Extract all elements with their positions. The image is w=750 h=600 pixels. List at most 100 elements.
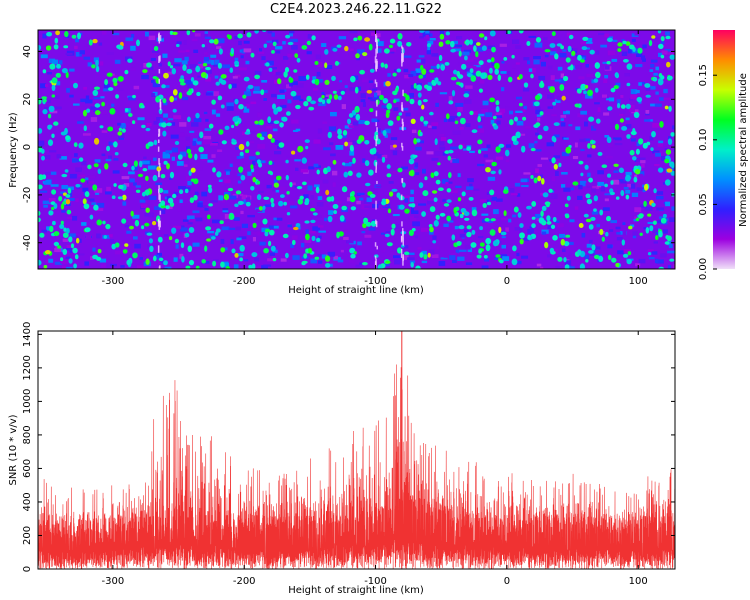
heatmap-streak	[376, 180, 378, 184]
heatmap-speck	[366, 222, 372, 227]
heatmap-streak	[158, 69, 161, 74]
heatmap-speck	[142, 69, 148, 74]
heatmap-cell	[408, 74, 414, 78]
heatmap-cell	[630, 183, 636, 189]
heatmap-cell	[533, 59, 540, 65]
heatmap-speck	[606, 215, 611, 222]
heatmap-speck	[410, 262, 415, 268]
heatmap-speck	[438, 41, 444, 47]
heatmap-speck	[392, 72, 397, 77]
heatmap-speck	[185, 265, 191, 269]
heatmap-cell	[292, 255, 300, 260]
heatmap-speck	[272, 103, 276, 110]
heatmap-streak	[375, 138, 377, 147]
heatmap-cell	[501, 244, 506, 249]
heatmap-cell	[67, 186, 74, 190]
heatmap-speck	[195, 112, 200, 119]
heatmap-cell	[316, 78, 323, 83]
heatmap-cell	[665, 31, 670, 36]
heatmap-cell	[253, 217, 260, 221]
heatmap-speck	[172, 31, 178, 36]
heatmap-speck	[614, 72, 619, 78]
heatmap-speck	[206, 238, 212, 242]
snr-frame	[37, 330, 676, 570]
heatmap-streak	[402, 52, 404, 62]
heatmap-speck	[438, 187, 444, 191]
heatmap-cell	[671, 125, 675, 130]
heatmap-speck	[48, 113, 52, 119]
heatmap-cell	[560, 122, 566, 127]
heatmap-speck	[334, 61, 339, 66]
heatmap-cell	[159, 118, 163, 124]
heatmap-speck	[101, 101, 105, 107]
heatmap-cell	[234, 57, 239, 63]
heatmap-cell	[123, 183, 130, 187]
heatmap-speck	[460, 82, 464, 88]
heatmap-speck	[466, 231, 472, 238]
heatmap-speck	[273, 120, 280, 124]
heatmap-speck	[574, 103, 580, 108]
heatmap-speck	[658, 43, 664, 50]
heatmap-streak	[158, 56, 160, 63]
heatmap-speck	[478, 88, 483, 93]
heatmap-cell	[500, 112, 504, 117]
heatmap-speck	[160, 200, 166, 206]
heatmap-speck	[596, 118, 601, 124]
heatmap-speck	[650, 147, 654, 152]
heatmap-cell	[625, 189, 631, 194]
heatmap-cell	[48, 198, 56, 203]
heatmap-cell	[587, 154, 592, 158]
heatmap-cell	[375, 185, 382, 188]
heatmap-speck	[160, 174, 166, 179]
heatmap-cell	[197, 75, 203, 78]
heatmap-cell	[155, 182, 163, 185]
heatmap-cell	[106, 51, 114, 55]
heatmap-cell	[400, 166, 408, 170]
heatmap-streak	[158, 170, 160, 178]
heatmap-speck	[127, 58, 133, 63]
heatmap-streak	[375, 35, 378, 43]
heatmap-cell	[198, 61, 202, 65]
heatmap-cell	[481, 213, 489, 216]
heatmap-speck	[239, 244, 245, 252]
heatmap-speck	[471, 129, 478, 134]
heatmap-cell	[555, 266, 564, 269]
heatmap-cell	[454, 44, 462, 48]
heatmap-speck	[435, 179, 441, 185]
heatmap-speck	[332, 159, 337, 165]
heatmap-cell	[173, 63, 181, 67]
heatmap-speck	[470, 75, 477, 82]
heatmap-cell	[75, 38, 79, 43]
heatmap-cell	[636, 141, 641, 146]
heatmap-frame	[37, 29, 676, 270]
heatmap-speck	[619, 118, 625, 123]
heatmap-cell	[352, 115, 358, 118]
heatmap-speck	[107, 126, 114, 132]
snr-x-axis-label: Height of straight line (km)	[288, 585, 424, 596]
heatmap-cell	[612, 39, 618, 42]
heatmap-cell	[470, 111, 478, 115]
heatmap-speck	[285, 159, 289, 164]
heatmap-cell	[194, 191, 199, 195]
heatmap-cell	[418, 203, 427, 206]
heatmap-cell	[238, 40, 242, 46]
heatmap-speck	[463, 93, 470, 98]
heatmap-speck	[576, 88, 582, 94]
heatmap-speck	[413, 137, 418, 145]
heatmap-speck	[657, 78, 664, 86]
heatmap-speck	[285, 34, 291, 39]
heatmap-speck	[447, 149, 454, 154]
heatmap-speck	[615, 196, 620, 200]
heatmap-speck	[476, 42, 481, 46]
heatmap-cell	[59, 156, 67, 160]
heatmap-speck	[518, 102, 523, 107]
heatmap-cell	[572, 65, 576, 70]
heatmap-speck	[63, 227, 67, 232]
heatmap-speck	[518, 74, 523, 80]
heatmap-speck	[109, 108, 116, 115]
heatmap-cell	[402, 107, 409, 111]
heatmap-speck	[337, 95, 342, 101]
heatmap-speck	[594, 254, 600, 260]
heatmap-cell	[275, 46, 283, 50]
heatmap-speck	[584, 84, 589, 89]
